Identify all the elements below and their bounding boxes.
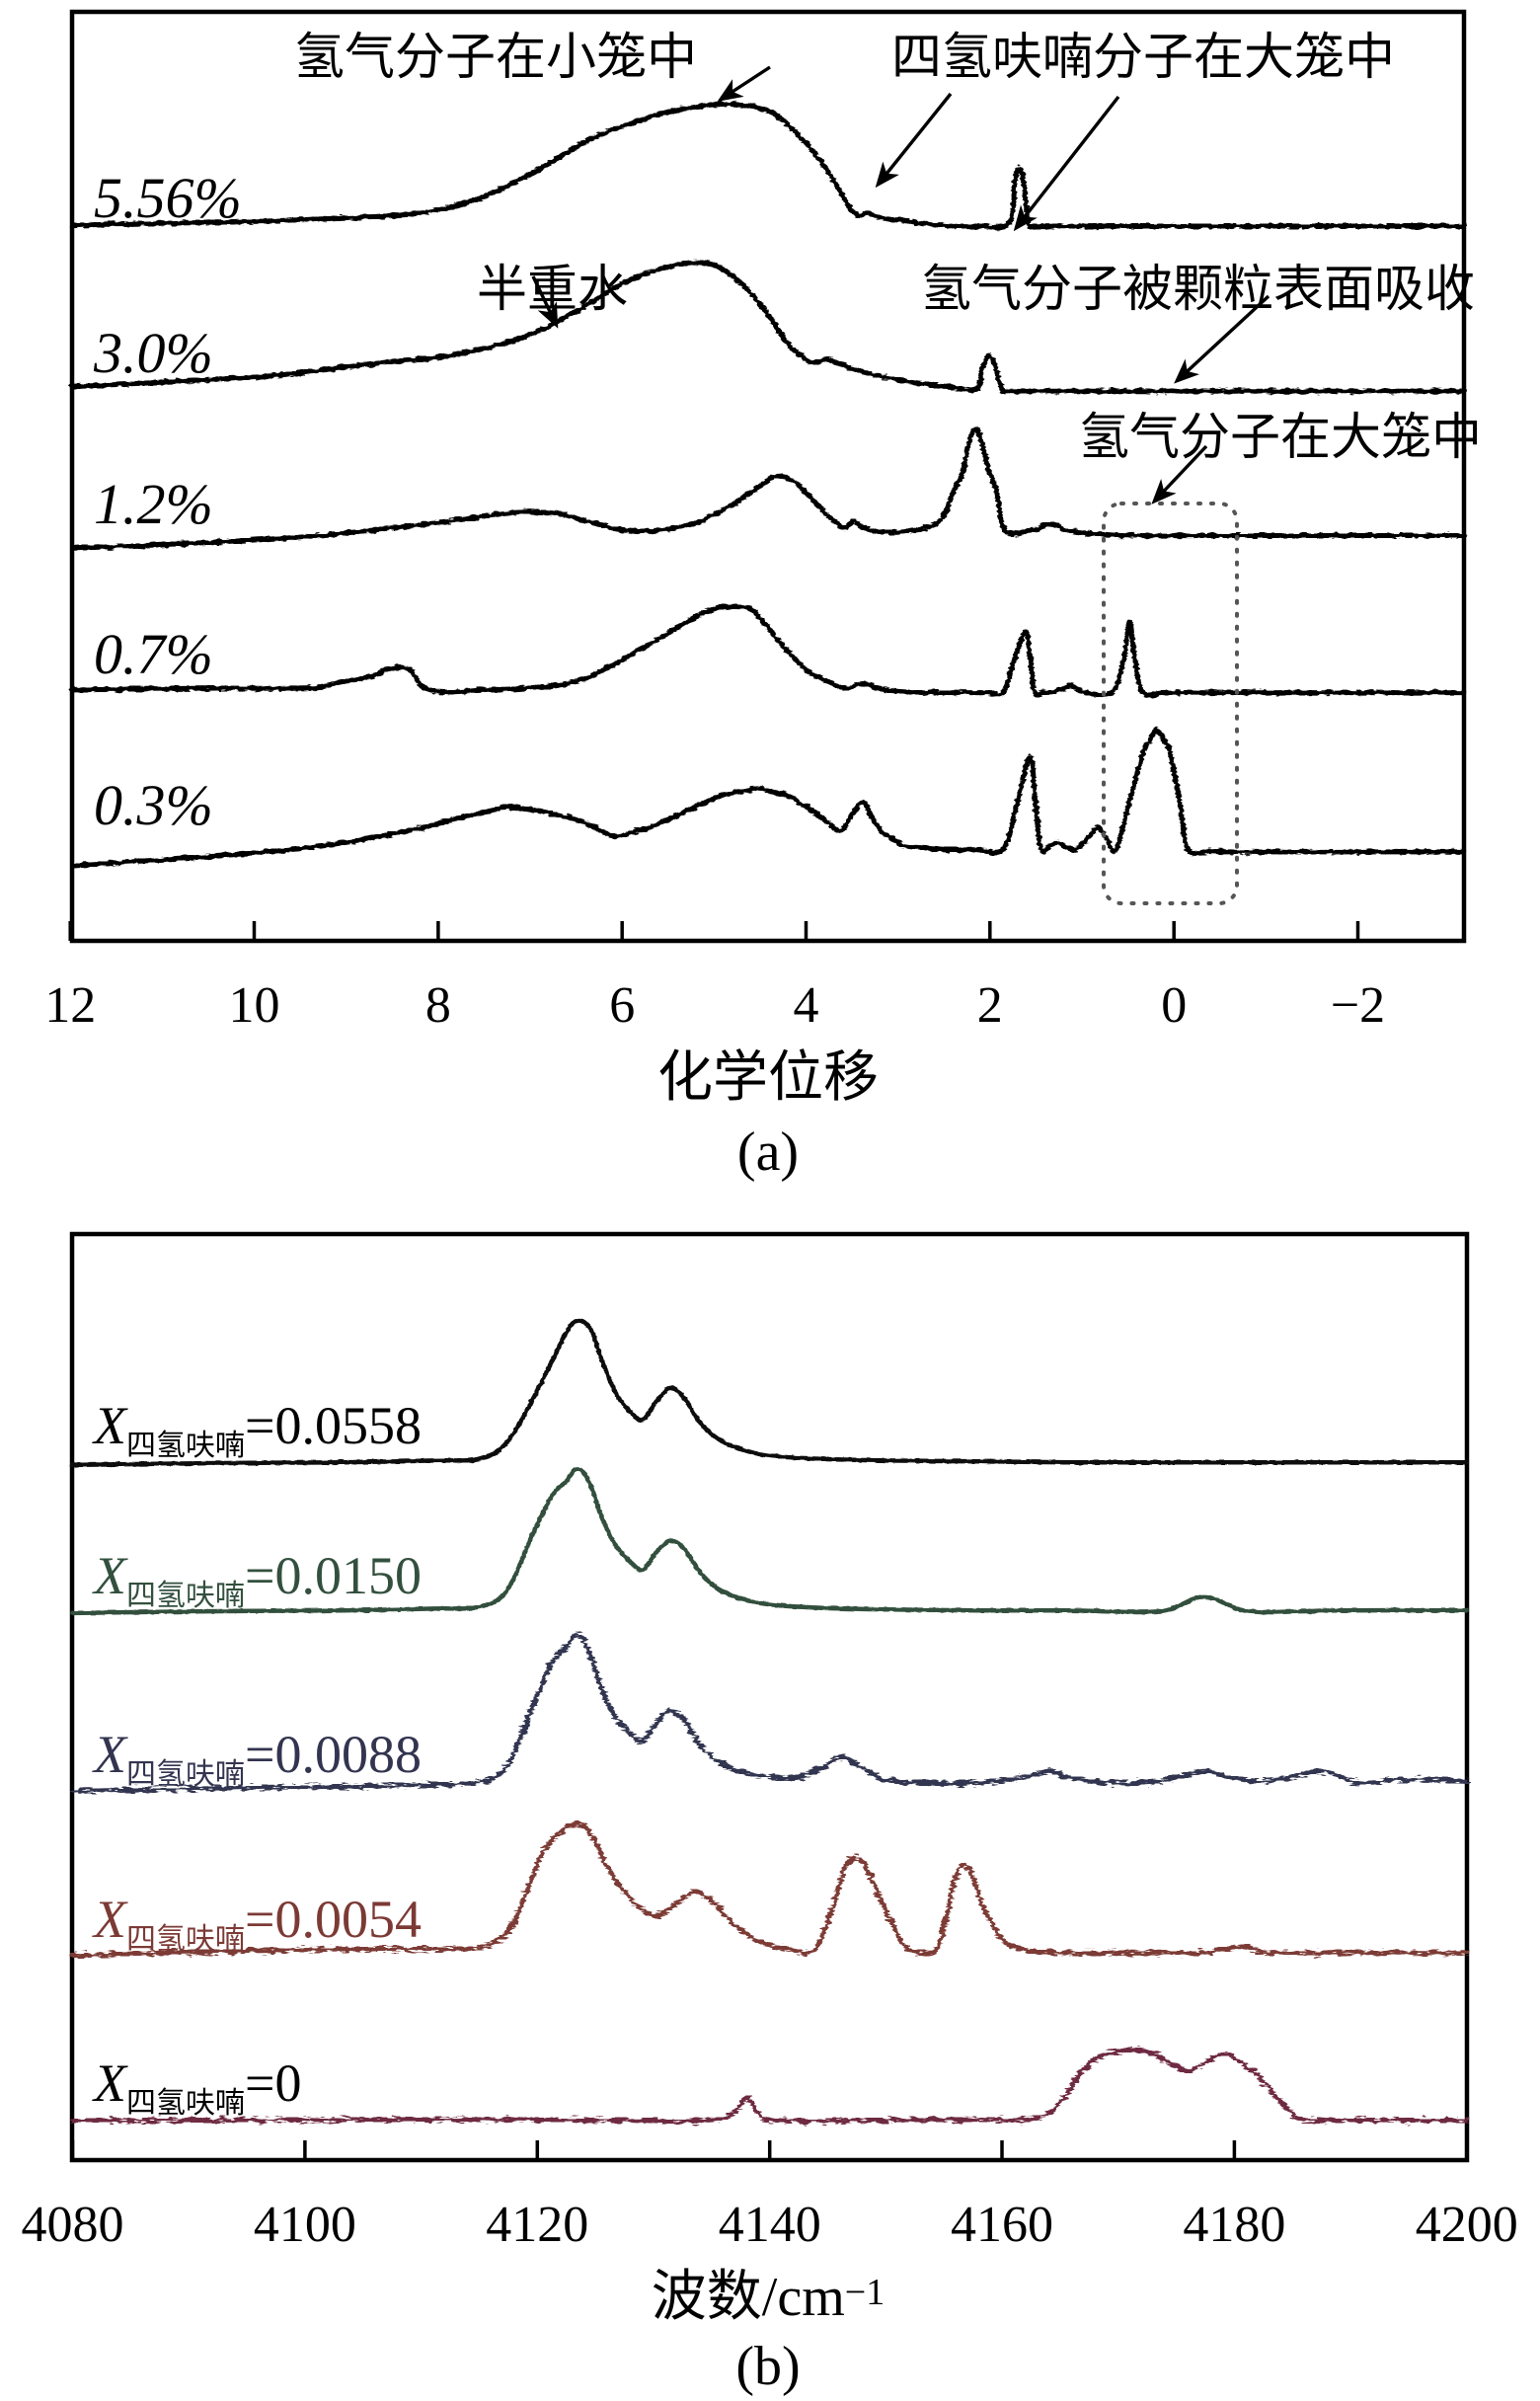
svg-text:0.3%: 0.3% bbox=[94, 773, 213, 837]
svg-text:2: 2 bbox=[977, 977, 1003, 1034]
svg-text:0: 0 bbox=[1161, 977, 1187, 1034]
svg-text:半重水: 半重水 bbox=[477, 263, 628, 318]
svg-text:1.2%: 1.2% bbox=[94, 472, 213, 536]
svg-text:8: 8 bbox=[425, 977, 451, 1034]
svg-text:4080: 4080 bbox=[22, 2197, 124, 2253]
svg-text:3.0%: 3.0% bbox=[93, 321, 213, 385]
svg-text:(b): (b) bbox=[735, 2336, 800, 2397]
svg-text:氢气分子在小笼中: 氢气分子在小笼中 bbox=[294, 31, 697, 86]
svg-text:6: 6 bbox=[609, 977, 635, 1034]
svg-text:12: 12 bbox=[44, 977, 96, 1034]
svg-text:4180: 4180 bbox=[1183, 2197, 1285, 2253]
svg-text:4160: 4160 bbox=[951, 2197, 1053, 2253]
svg-text:0.7%: 0.7% bbox=[94, 622, 213, 686]
svg-text:4100: 4100 bbox=[254, 2197, 356, 2253]
svg-text:氢气分子在大笼中: 氢气分子在大笼中 bbox=[1079, 411, 1482, 466]
svg-text:化学位移: 化学位移 bbox=[657, 1047, 879, 1109]
svg-text:(a): (a) bbox=[737, 1122, 799, 1183]
svg-text:4140: 4140 bbox=[719, 2197, 821, 2253]
svg-text:−2: −2 bbox=[1331, 977, 1385, 1034]
svg-text:10: 10 bbox=[229, 977, 280, 1034]
svg-text:四氢呋喃分子在大笼中: 四氢呋喃分子在大笼中 bbox=[891, 31, 1395, 86]
svg-text:4200: 4200 bbox=[1416, 2197, 1518, 2253]
svg-text:氢气分子被颗粒表面吸收: 氢气分子被颗粒表面吸收 bbox=[921, 263, 1475, 318]
svg-text:4: 4 bbox=[794, 977, 819, 1034]
svg-text:4120: 4120 bbox=[486, 2197, 588, 2253]
